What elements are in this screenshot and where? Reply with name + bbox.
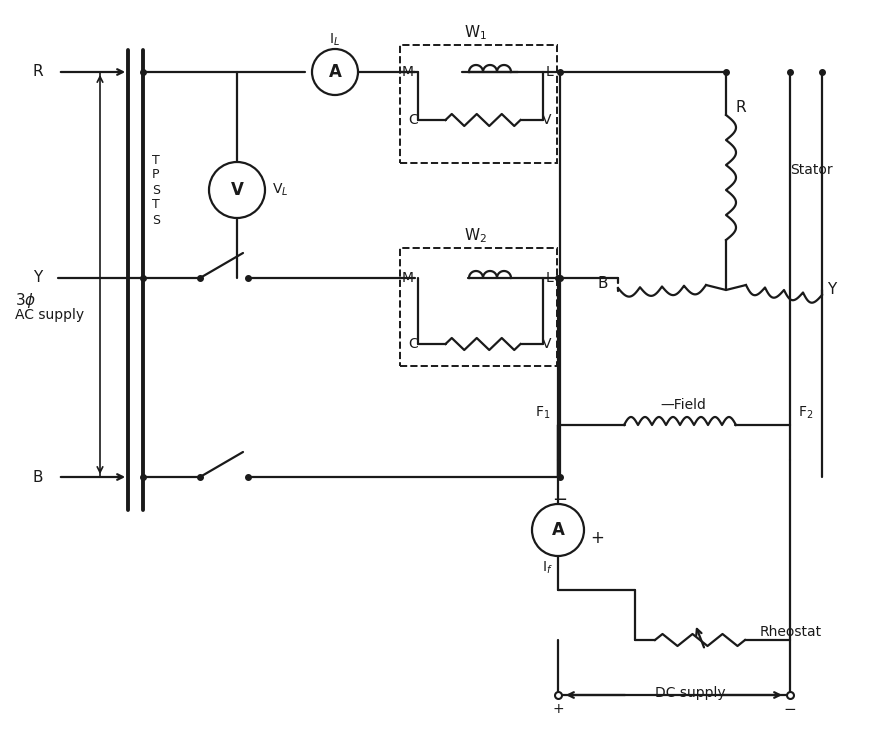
Text: V: V bbox=[230, 181, 243, 199]
Circle shape bbox=[532, 504, 584, 556]
Text: Y: Y bbox=[827, 283, 836, 297]
Text: W$_2$: W$_2$ bbox=[464, 227, 487, 245]
Text: V: V bbox=[542, 113, 552, 127]
Text: L: L bbox=[545, 271, 553, 285]
Text: +: + bbox=[590, 529, 604, 547]
Circle shape bbox=[312, 49, 358, 95]
Text: Stator: Stator bbox=[790, 163, 833, 177]
Text: W$_1$: W$_1$ bbox=[464, 23, 487, 42]
Text: A: A bbox=[552, 521, 564, 539]
Text: C: C bbox=[408, 337, 418, 351]
Text: F$_1$: F$_1$ bbox=[535, 405, 550, 421]
Text: I$_L$: I$_L$ bbox=[330, 31, 341, 48]
Text: R: R bbox=[32, 64, 44, 80]
Text: T: T bbox=[152, 154, 160, 166]
Text: V$_L$: V$_L$ bbox=[272, 182, 289, 198]
Text: A: A bbox=[329, 63, 342, 81]
Text: AC supply: AC supply bbox=[15, 308, 84, 322]
Bar bbox=[400, 248, 557, 366]
Text: V: V bbox=[542, 337, 552, 351]
Text: T: T bbox=[152, 198, 160, 212]
Text: −: − bbox=[784, 701, 796, 717]
Text: Y: Y bbox=[33, 271, 43, 285]
Text: M: M bbox=[402, 65, 414, 79]
Text: Rheostat: Rheostat bbox=[760, 625, 822, 639]
Text: B: B bbox=[597, 275, 608, 291]
Text: M: M bbox=[402, 271, 414, 285]
Text: DC supply: DC supply bbox=[655, 686, 726, 700]
Text: 3$\phi$: 3$\phi$ bbox=[15, 291, 37, 310]
Text: S: S bbox=[152, 184, 160, 196]
Text: S: S bbox=[152, 214, 160, 226]
Text: −: − bbox=[553, 491, 568, 509]
Text: P: P bbox=[152, 168, 160, 182]
Text: L: L bbox=[545, 65, 553, 79]
Bar bbox=[400, 45, 557, 163]
Text: I$_f$: I$_f$ bbox=[542, 560, 553, 576]
Circle shape bbox=[209, 162, 265, 218]
Text: —Field: —Field bbox=[660, 398, 705, 412]
Text: F$_2$: F$_2$ bbox=[798, 405, 814, 421]
Text: C: C bbox=[408, 113, 418, 127]
Text: R: R bbox=[735, 100, 746, 116]
Text: B: B bbox=[33, 469, 44, 485]
Text: +: + bbox=[552, 702, 564, 716]
